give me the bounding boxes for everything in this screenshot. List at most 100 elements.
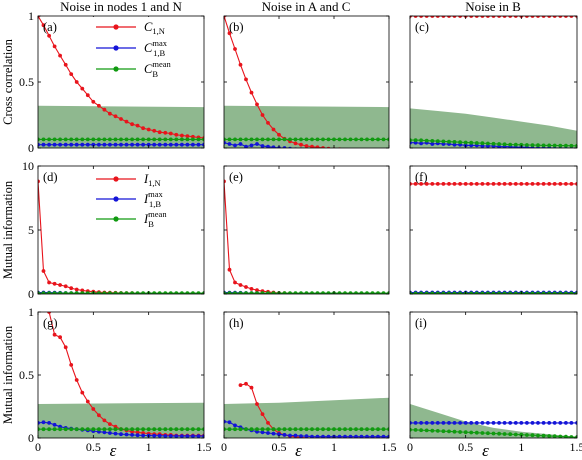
data-point-g-red	[58, 335, 62, 340]
data-point-c-green	[575, 143, 577, 148]
data-point-i-blue	[541, 421, 546, 425]
data-point-b-green	[337, 137, 342, 142]
data-point-i-blue	[480, 421, 485, 425]
series-line-e-red	[224, 181, 389, 294]
data-point-g-green	[163, 427, 168, 432]
data-point-c-green	[519, 142, 524, 147]
data-point-c-green	[564, 143, 568, 148]
data-point-f-green	[530, 291, 535, 294]
data-point-h-blue	[277, 432, 281, 437]
data-point-a-blue	[146, 142, 151, 147]
data-point-h-green	[354, 427, 358, 432]
data-point-b-green	[299, 137, 303, 142]
data-point-d-red	[38, 179, 40, 184]
data-point-i-green	[480, 431, 485, 435]
data-point-f-green	[410, 291, 412, 294]
data-point-f-red	[458, 182, 462, 186]
data-point-a-green	[119, 137, 123, 142]
data-point-d-green	[180, 291, 184, 294]
data-point-f-red	[424, 182, 429, 186]
panel-b: (b)	[223, 15, 391, 153]
data-point-h-blue	[293, 433, 298, 438]
data-point-b-red	[371, 149, 375, 153]
data-point-i-blue	[413, 421, 418, 425]
data-point-h-red	[260, 412, 265, 416]
data-point-b-red	[321, 146, 325, 148]
data-point-b-red	[354, 149, 358, 153]
data-point-g-red	[74, 378, 79, 382]
data-point-f-red	[569, 182, 574, 186]
series-d-green	[38, 291, 204, 294]
data-point-b-green	[381, 137, 386, 142]
data-point-c-green	[530, 143, 535, 148]
data-point-a-green	[74, 137, 79, 142]
data-point-b-green	[255, 137, 259, 142]
data-point-c-red	[513, 16, 518, 18]
data-point-d-green	[185, 291, 190, 294]
x-tick-label-h: 1	[331, 440, 337, 454]
data-point-e-green	[255, 291, 259, 294]
panel-label-a: (a)	[43, 20, 57, 34]
data-point-g-red	[102, 418, 107, 423]
data-point-h-blue	[315, 434, 320, 438]
data-point-a-green	[108, 137, 112, 142]
data-point-i-blue	[575, 421, 577, 425]
data-point-i-blue	[486, 421, 490, 425]
data-point-g-green	[202, 427, 204, 432]
data-point-i-green	[413, 428, 418, 432]
data-point-g-green	[74, 427, 79, 432]
data-point-h-green	[359, 427, 364, 432]
data-point-d-green	[152, 291, 157, 294]
data-point-f-red	[413, 182, 418, 186]
data-point-c-green	[508, 142, 513, 147]
data-point-h-green	[315, 427, 320, 432]
data-point-f-green	[558, 291, 563, 294]
data-point-h-blue	[359, 434, 364, 438]
data-point-h-blue	[271, 431, 276, 436]
data-point-b-blue	[327, 149, 331, 153]
data-point-d-green	[174, 291, 179, 294]
data-point-c-green	[491, 141, 496, 146]
legend-label-3: Cmean B	[144, 59, 172, 79]
data-point-b-red	[326, 146, 331, 148]
data-point-g-green	[80, 427, 85, 432]
data-point-d-red	[58, 283, 62, 287]
data-point-f-green	[502, 291, 507, 294]
data-point-d-green	[47, 291, 51, 294]
data-point-i-blue	[447, 421, 451, 425]
panel-d: 0 5 10 (d)	[22, 159, 205, 301]
data-point-b-green	[238, 137, 243, 142]
series-c-blue	[410, 140, 577, 148]
data-point-a-red	[52, 44, 57, 49]
data-point-b-blue	[387, 149, 391, 153]
data-point-f-red	[410, 182, 412, 186]
data-point-c-green	[480, 141, 485, 146]
data-point-i-blue	[513, 421, 518, 425]
data-point-i-blue	[558, 421, 563, 425]
data-point-b-blue	[371, 149, 375, 153]
data-point-a-blue	[168, 142, 173, 147]
data-point-e-green	[387, 291, 389, 294]
data-point-g-red	[91, 407, 96, 411]
data-point-i-green	[508, 432, 513, 437]
data-point-c-green	[541, 143, 546, 148]
data-point-c-green	[424, 138, 429, 143]
data-point-i-blue	[552, 421, 557, 425]
column-title-3: Noise in B	[465, 0, 521, 14]
row-ylabel-3: Mutual information	[1, 325, 15, 424]
data-point-g-blue	[185, 434, 190, 438]
data-point-e-green	[227, 291, 232, 294]
data-point-a-blue	[163, 142, 168, 147]
data-point-h-blue	[354, 434, 358, 438]
data-point-c-red	[441, 16, 446, 18]
data-point-b-green	[271, 137, 276, 142]
data-point-i-blue	[519, 421, 524, 425]
panel-a: 0 0.5 1 (a)	[19, 9, 205, 155]
data-point-h-blue	[299, 434, 303, 438]
data-point-f-green	[513, 291, 518, 294]
data-point-h-green	[224, 427, 226, 432]
x-tick-label-g: 0	[35, 440, 41, 454]
data-point-a-green	[202, 137, 204, 142]
data-point-c-green	[447, 139, 451, 144]
